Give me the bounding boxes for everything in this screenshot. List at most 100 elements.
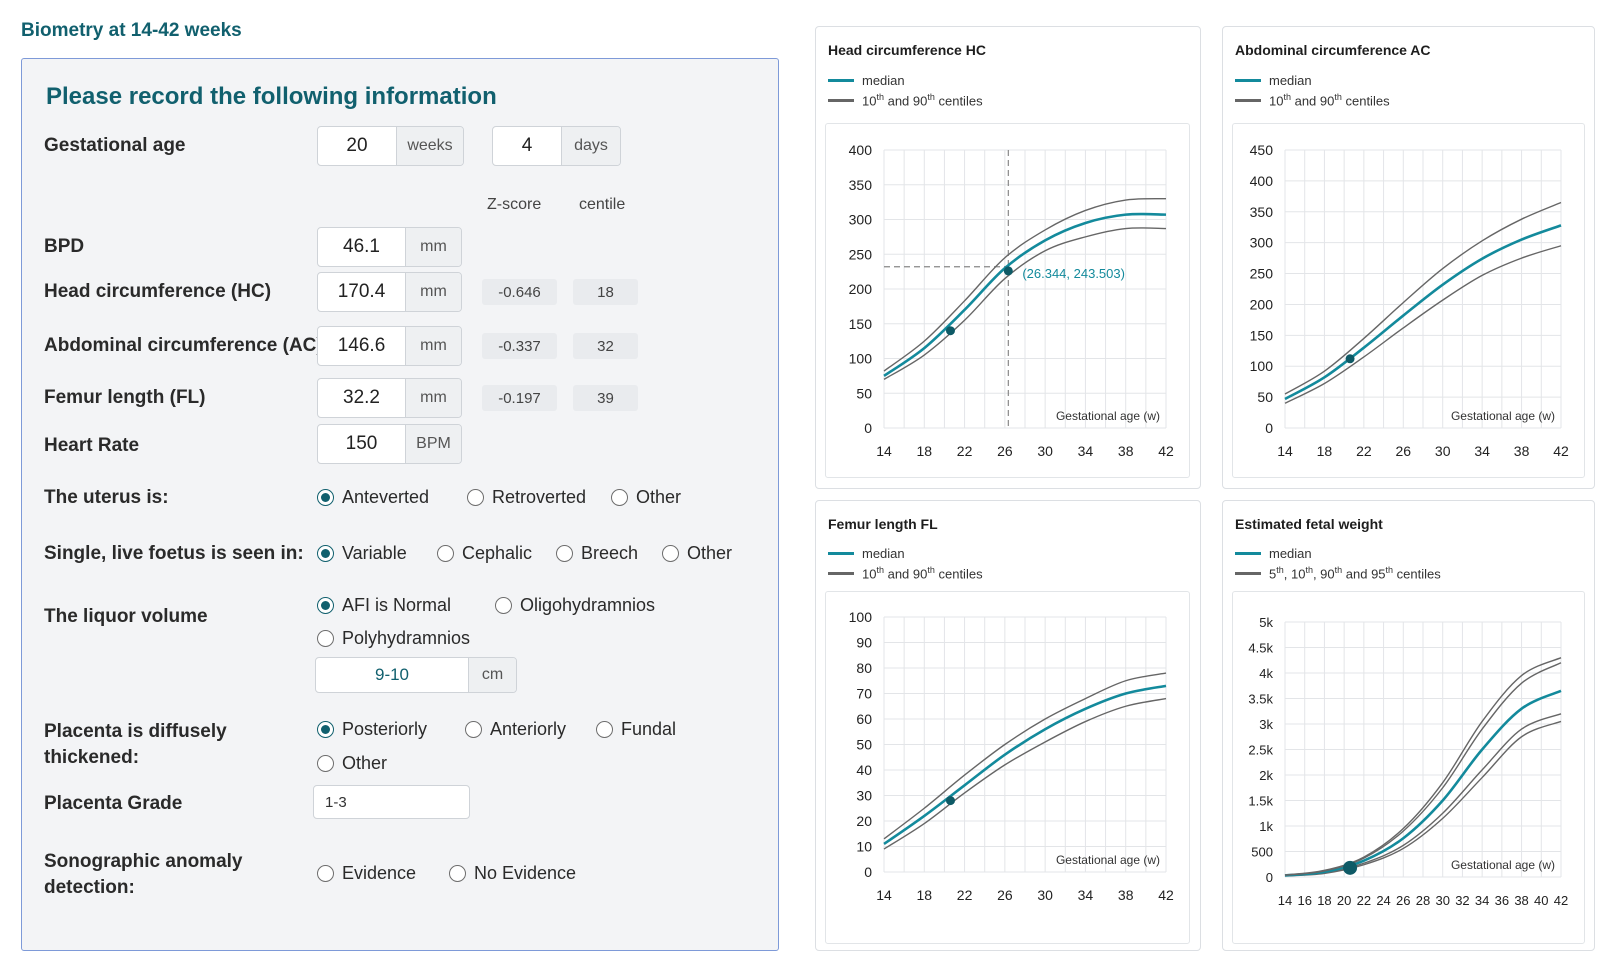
radio-dot[interactable] (556, 545, 573, 562)
ac-chart-card: Abdominal circumference AC median 10th a… (1222, 26, 1595, 489)
hc-chart-svg[interactable]: 0 50 100 150 200 250 300 350 400 14 18 22 26 30 34 38 42… (826, 124, 1191, 479)
y-tick-label: 2.5k (1248, 743, 1273, 758)
y-tick-label: 1k (1259, 819, 1273, 834)
days-value[interactable]: 4 (521, 135, 533, 156)
fl-chart-card: Femur length FL median 10th and 90th cen… (815, 500, 1201, 951)
fl-chart-legend: median 10th and 90th centiles (828, 543, 983, 583)
radio-label: Retroverted (492, 487, 587, 507)
gestational-age-days-field[interactable]: 4 days (492, 126, 621, 166)
foetus-radio-other[interactable]: Other (662, 543, 732, 564)
liquor-label: The liquor volume (44, 606, 208, 627)
x-axis-label: Gestational age (w) (1056, 409, 1160, 423)
y-tick-label: 350 (849, 177, 873, 193)
legend-median-label: median (862, 72, 905, 88)
radio-dot[interactable] (662, 545, 679, 562)
placenta-radio-posteriorly[interactable]: Posteriorly (317, 719, 427, 740)
ac-chart-svg[interactable]: 0 50 100 150 200 250 300 350 400 450 14 18 22 26 30 34 3… (1233, 124, 1586, 479)
radio-dot[interactable] (611, 489, 628, 506)
efw-chart-svg[interactable]: 0 500 1k 1.5k 2k 2.5k 3k 3.5k 4k 4.5k 5k 14 16 18 20 22… (1233, 592, 1586, 945)
legend-centiles-swatch (1235, 571, 1261, 575)
series-line-p90 (883, 672, 1167, 840)
liquor-radio-polyhydramnios[interactable]: Polyhydramnios (317, 628, 470, 649)
ac-value[interactable]: 146.6 (337, 335, 386, 356)
legend-centiles-label: 10th and 90th centiles (862, 91, 983, 109)
fl-label: Femur length (FL) (44, 387, 206, 408)
radio-dot[interactable] (317, 597, 334, 614)
fl-plot-area[interactable]: 0 10 20 30 40 50 60 70 80 90 100 14 18 22 26 30 34 38 42 Ge… (825, 591, 1190, 944)
series-line-p10 (1284, 245, 1562, 404)
uterus-radio-retroverted[interactable]: Retroverted (467, 487, 586, 508)
x-tick-label: 14 (876, 887, 892, 903)
legend-centiles: 10th and 90th centiles (828, 563, 983, 583)
y-tick-label: 50 (856, 737, 872, 753)
radio-dot[interactable] (465, 721, 482, 738)
ac-centile: 32 (573, 333, 638, 359)
uterus-radio-anteverted[interactable]: Anteverted (317, 487, 429, 508)
anomaly-radio-no-evidence[interactable]: No Evidence (449, 863, 576, 884)
radio-dot[interactable] (317, 865, 334, 882)
series-line-p10 (883, 697, 1167, 850)
heart-rate-value[interactable]: 150 (345, 433, 378, 454)
liquor-radio-afi-normal[interactable]: AFI is Normal (317, 595, 451, 616)
legend-median-swatch (1235, 551, 1261, 555)
x-tick-label: 38 (1118, 887, 1134, 903)
gestational-age-weeks-field[interactable]: 20 weeks (317, 126, 464, 166)
y-tick-label: 0 (1265, 420, 1273, 436)
x-tick-label: 42 (1158, 443, 1174, 459)
legend-median: median (828, 70, 983, 90)
y-tick-label: 0 (1266, 870, 1273, 885)
radio-dot[interactable] (596, 721, 613, 738)
weeks-value[interactable]: 20 (346, 135, 368, 156)
liquor-radio-oligohydramnios[interactable]: Oligohydramnios (495, 595, 655, 616)
foetus-radio-breech[interactable]: Breech (556, 543, 638, 564)
radio-dot[interactable] (495, 597, 512, 614)
afi-value[interactable]: 9-10 (374, 665, 410, 684)
radio-dot[interactable] (449, 865, 466, 882)
radio-dot[interactable] (317, 630, 334, 647)
data-point-marker (945, 796, 955, 806)
x-tick-label: 26 (1396, 893, 1410, 908)
x-tick-label: 14 (876, 443, 892, 459)
heart-rate-field[interactable]: 150 BPM (317, 424, 462, 464)
placenta-radio-anteriorly[interactable]: Anteriorly (465, 719, 566, 740)
x-tick-label: 42 (1553, 443, 1569, 459)
radio-label: Cephalic (462, 543, 533, 563)
y-tick-label: 100 (849, 351, 873, 367)
placenta-radio-fundal[interactable]: Fundal (596, 719, 676, 740)
radio-dot[interactable] (317, 721, 334, 738)
uterus-radio-other[interactable]: Other (611, 487, 681, 508)
y-tick-label: 3k (1259, 717, 1273, 732)
x-tick-label: 26 (1395, 443, 1411, 459)
fl-value[interactable]: 32.2 (343, 387, 380, 408)
hc-plot-area[interactable]: 0 50 100 150 200 250 300 350 400 14 18 22 26 30 34 38 42… (825, 123, 1190, 478)
anomaly-radio-evidence[interactable]: Evidence (317, 863, 416, 884)
foetus-radio-cephalic[interactable]: Cephalic (437, 543, 532, 564)
efw-plot-area[interactable]: 0 500 1k 1.5k 2k 2.5k 3k 3.5k 4k 4.5k 5k 14 16 18 20 22… (1232, 591, 1585, 944)
radio-dot[interactable] (467, 489, 484, 506)
hc-chart-card: Head circumference HC median 10th and 90… (815, 26, 1201, 489)
hc-value[interactable]: 170.4 (337, 281, 386, 302)
ac-field[interactable]: 146.6 mm (317, 326, 462, 366)
radio-dot[interactable] (317, 545, 334, 562)
ac-plot-area[interactable]: 0 50 100 150 200 250 300 350 400 450 14 18 22 26 30 34 3… (1232, 123, 1585, 478)
x-axis-label: Gestational age (w) (1451, 409, 1555, 423)
radio-dot[interactable] (317, 489, 334, 506)
placenta-grade-value[interactable]: 1-3 (325, 793, 347, 811)
legend-median: median (1235, 70, 1390, 90)
bpd-field[interactable]: 46.1 mm (317, 227, 462, 267)
y-tick-label: 4.5k (1248, 641, 1273, 656)
afi-field[interactable]: 9-10 cm (315, 657, 517, 693)
radio-dot[interactable] (317, 755, 334, 772)
placenta-radio-other[interactable]: Other (317, 753, 387, 774)
fl-field[interactable]: 32.2 mm (317, 378, 462, 418)
x-tick-label: 34 (1474, 443, 1490, 459)
y-tick-label: 2k (1259, 768, 1273, 783)
bpd-value[interactable]: 46.1 (343, 236, 380, 257)
fl-chart-svg[interactable]: 0 10 20 30 40 50 60 70 80 90 100 14 18 22 26 30 34 38 42 Ge… (826, 592, 1191, 945)
hc-field[interactable]: 170.4 mm (317, 272, 462, 312)
foetus-radio-variable[interactable]: Variable (317, 543, 407, 564)
legend-centiles-label: 5th, 10th, 90th and 95th centiles (1269, 564, 1441, 582)
y-tick-label: 200 (1250, 296, 1274, 312)
radio-dot[interactable] (437, 545, 454, 562)
placenta-grade-field[interactable]: 1-3 (313, 785, 470, 819)
